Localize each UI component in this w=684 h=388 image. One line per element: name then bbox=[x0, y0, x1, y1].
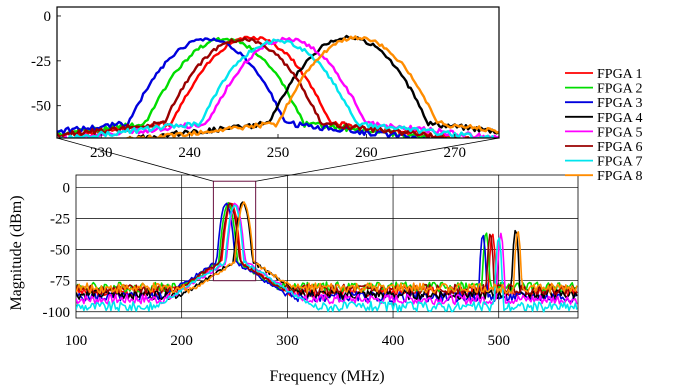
main-x-tick-label: 100 bbox=[65, 333, 88, 349]
y-axis-label: Magnitude (dBm) bbox=[8, 195, 25, 310]
legend-label: FPGA 2 bbox=[597, 82, 643, 97]
main-plot: 100 200 300 400 500 0 -25 -50 -75 -100 bbox=[43, 137, 579, 349]
main-series-line bbox=[76, 201, 578, 294]
main-series-line bbox=[76, 204, 578, 313]
inset-plot-bg bbox=[57, 7, 499, 138]
main-y-tick-label: -75 bbox=[50, 274, 70, 290]
main-y-tick-label: 0 bbox=[63, 180, 71, 196]
zoom-region-box bbox=[212, 180, 257, 282]
main-y-tick-labels: 0 -25 -50 -75 -100 bbox=[43, 180, 71, 320]
main-y-tick-label: -50 bbox=[50, 243, 70, 259]
main-x-tick-label: 200 bbox=[170, 333, 193, 349]
inset-x-tick-label: 260 bbox=[355, 145, 378, 161]
inset-x-tick-labels: 230 240 250 260 270 bbox=[90, 134, 466, 161]
x-axis-label: Frequency (MHz) bbox=[269, 368, 384, 385]
main-plot-frame bbox=[75, 174, 579, 319]
main-y-tick-label: -100 bbox=[43, 305, 71, 321]
zoom-connector-left bbox=[56, 137, 214, 182]
main-x-tick-label: 300 bbox=[276, 333, 299, 349]
inset-x-tick-label: 270 bbox=[444, 145, 467, 161]
inset-series-group bbox=[57, 34, 499, 138]
legend-label: FPGA 4 bbox=[597, 111, 643, 126]
legend-label: FPGA 1 bbox=[597, 67, 643, 82]
inset-y-tick-label: -25 bbox=[31, 54, 51, 70]
inset-x-tick-label: 230 bbox=[90, 145, 113, 161]
main-series-group bbox=[76, 201, 578, 313]
legend-label: FPGA 7 bbox=[597, 155, 643, 170]
inset-y-tick-labels: 0 -25 -50 bbox=[31, 9, 61, 115]
inset-series-line bbox=[57, 36, 460, 138]
main-x-tick-labels: 100 200 300 400 500 bbox=[65, 333, 510, 349]
main-x-tick-label: 400 bbox=[382, 333, 405, 349]
inset-plot: 230 240 250 260 270 0 -25 -50 bbox=[31, 6, 500, 161]
main-y-tick-label: -25 bbox=[50, 212, 70, 228]
inset-series-line bbox=[57, 37, 486, 138]
zoom-connector-right bbox=[255, 137, 500, 182]
legend-label: FPGA 3 bbox=[597, 96, 643, 111]
inset-series-line bbox=[57, 37, 443, 138]
inset-x-tick-label: 240 bbox=[178, 145, 201, 161]
inset-x-tick-label: 250 bbox=[267, 145, 290, 161]
legend-label: FPGA 8 bbox=[597, 169, 643, 184]
zoom-connector-lines bbox=[56, 137, 500, 182]
legend-label: FPGA 6 bbox=[597, 140, 643, 155]
inset-series-line bbox=[57, 38, 495, 138]
legend-label: FPGA 5 bbox=[597, 125, 643, 140]
inset-y-tick-label: 0 bbox=[44, 9, 52, 25]
main-x-tick-label: 500 bbox=[487, 333, 510, 349]
inset-series-line bbox=[109, 34, 499, 138]
inset-y-tick-label: -50 bbox=[31, 99, 51, 115]
